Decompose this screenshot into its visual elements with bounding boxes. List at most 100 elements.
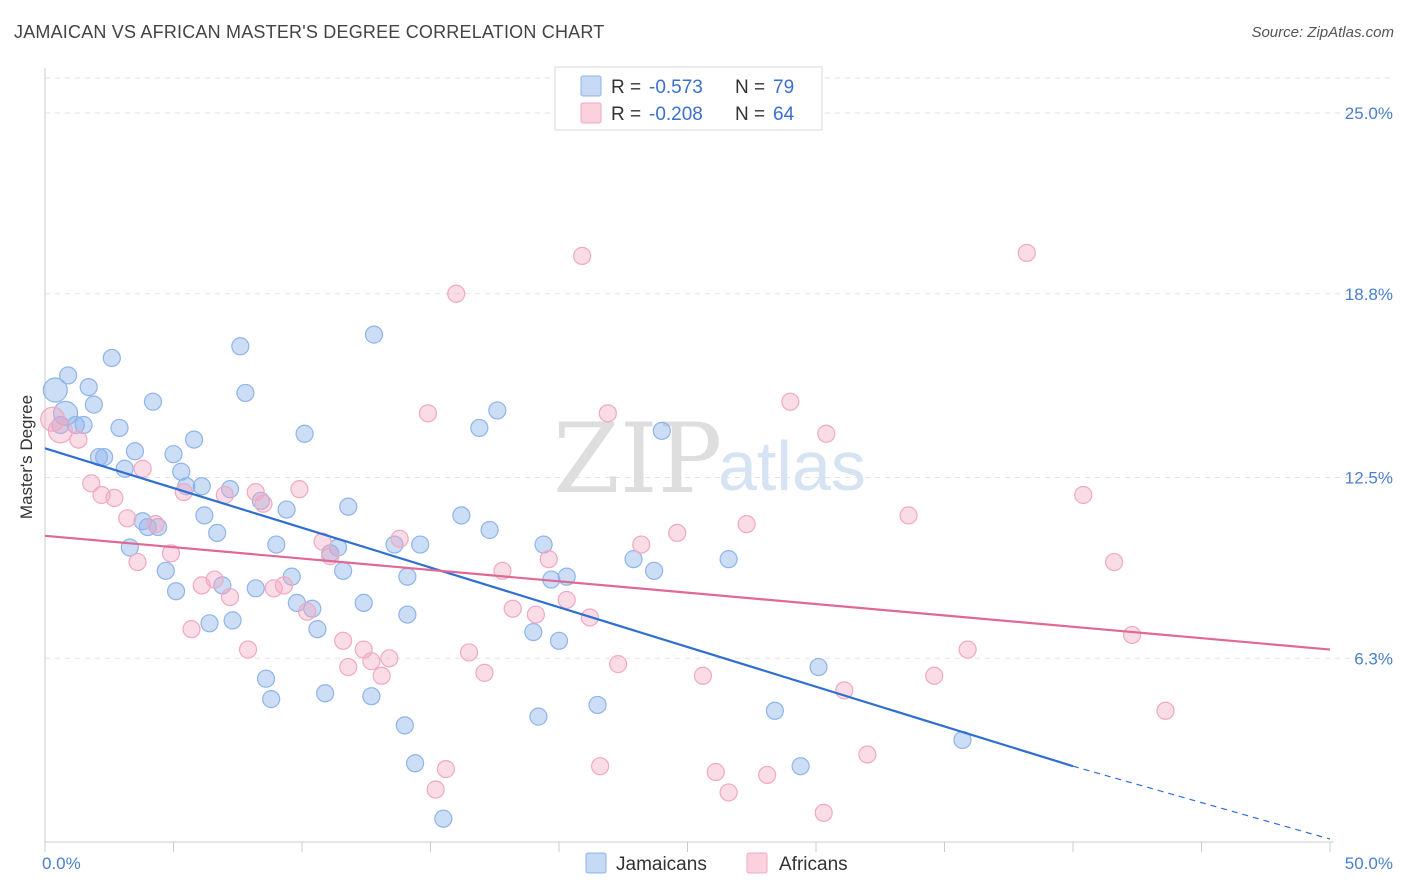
jamaicans-point-31	[223, 611, 242, 630]
jamaicans-point-55	[405, 754, 425, 773]
jamaicans-point-70	[624, 550, 643, 569]
jamaicans-point-3	[59, 366, 78, 385]
legend-swatch-pink	[580, 102, 602, 124]
africans-point-29	[362, 652, 381, 671]
legend-r-label-1: R =	[611, 77, 641, 98]
africans-point-47	[598, 404, 617, 423]
legend-r-label-2: R =	[611, 104, 641, 125]
jamaicans-point-43	[303, 599, 322, 618]
africans-point-1	[47, 418, 74, 444]
jamaicans-point-58	[434, 809, 453, 828]
africans-point-46	[591, 757, 610, 776]
jamaicans-point-64	[529, 707, 548, 726]
jamaicans-point-33	[236, 383, 255, 403]
jamaicans-point-27	[200, 614, 219, 633]
africans-point-40	[503, 599, 522, 618]
legend-item-jamaicans: Jamaicans	[616, 854, 707, 875]
jamaicans-trend-extension	[1072, 765, 1331, 840]
chart-title: JAMAICAN VS AFRICAN MASTER'S DEGREE CORR…	[14, 22, 605, 42]
jamaicans-point-14	[125, 442, 145, 461]
y-tick-label-3: 25.0%	[1345, 104, 1393, 123]
jamaicans-point-20	[164, 445, 183, 464]
legend-item-africans: Africans	[779, 854, 848, 875]
jamaicans-trend-line	[44, 447, 1074, 768]
legend-n-label-1: N =	[735, 77, 765, 98]
jamaicans-point-21	[166, 582, 186, 601]
x-tick-label-1: 50.0%	[1345, 854, 1393, 873]
jamaicans-point-49	[339, 497, 358, 516]
x-tick-label-0: 0.0%	[42, 854, 81, 873]
africans-point-7	[128, 552, 147, 572]
jamaicans-point-35	[251, 491, 270, 510]
africans-point-10	[161, 544, 181, 563]
africans-point-56	[781, 392, 800, 411]
jamaicans-point-75	[791, 757, 810, 776]
jamaicans-point-12	[115, 459, 134, 478]
jamaicans-point-17	[143, 392, 163, 411]
jamaicans-point-74	[765, 701, 784, 720]
africans-point-35	[436, 759, 456, 779]
stats-legend: R = -0.573 N = 79 R = -0.208 N = 64	[554, 66, 823, 131]
jamaicans-point-73	[719, 550, 738, 569]
africans-point-15	[215, 485, 234, 505]
legend-n-label-2: N =	[735, 104, 765, 125]
africans-point-22	[290, 480, 309, 499]
africans-point-55	[758, 765, 777, 785]
y-tick-label-0: 6.3%	[1354, 649, 1393, 668]
africans-point-63	[958, 640, 977, 659]
jamaicans-point-30	[220, 480, 240, 499]
africans-point-42	[539, 550, 558, 569]
africans-point-32	[390, 529, 409, 548]
source-label: Source: ZipAtlas.com	[1251, 24, 1394, 41]
africans-point-27	[339, 657, 358, 677]
africans-point-66	[1105, 552, 1124, 572]
africans-point-34	[426, 780, 445, 799]
jamaicans-point-38	[267, 535, 286, 554]
jamaicans-point-11	[110, 418, 129, 438]
legend-r-value-2: -0.208	[649, 104, 703, 125]
watermark-zip: ZIP	[553, 403, 722, 515]
africans-point-50	[668, 523, 687, 543]
africans-point-68	[1156, 701, 1175, 720]
jamaicans-point-10	[102, 348, 121, 368]
grid-lines	[45, 77, 1392, 659]
africans-point-36	[447, 284, 466, 303]
jamaicans-point-56	[411, 535, 430, 554]
jamaicans-point-45	[316, 684, 335, 703]
africans-point-51	[693, 666, 713, 685]
africans-point-17	[238, 640, 258, 659]
jamaicans-point-51	[362, 687, 381, 706]
axes	[44, 68, 1334, 852]
africans-point-49	[632, 535, 651, 554]
africans-point-52	[706, 762, 725, 782]
jamaicans-point-4	[66, 415, 85, 435]
africans-point-61	[899, 506, 918, 525]
africans-point-53	[719, 783, 738, 802]
jamaicans-point-71	[644, 561, 664, 580]
africans-point-19	[254, 494, 273, 513]
jamaicans-point-19	[156, 561, 175, 580]
jamaicans-point-0	[42, 377, 68, 403]
legend-swatch-blue	[580, 75, 602, 97]
africans-point-14	[205, 570, 224, 589]
jamaicans-point-24	[184, 430, 204, 449]
watermark: ZIP atlas	[553, 403, 866, 515]
jamaicans-point-52	[364, 325, 384, 344]
trend-lines	[44, 447, 1331, 840]
jamaicans-point-6	[79, 377, 98, 397]
africans-point-54	[737, 515, 756, 534]
africans-point-20	[264, 579, 283, 598]
africans-point-58	[817, 424, 836, 443]
jamaicans-point-7	[84, 395, 103, 414]
jamaicans-point-44	[308, 620, 327, 639]
africans-point-33	[418, 404, 438, 423]
watermark-atlas: atlas	[718, 427, 866, 505]
africans-point-37	[459, 643, 479, 662]
africans-point-2	[69, 430, 88, 449]
africans-point-64	[1017, 243, 1036, 263]
africans-point-30	[372, 666, 391, 685]
africans-points	[40, 243, 1175, 822]
jamaicans-point-9	[95, 447, 114, 467]
africans-point-31	[380, 649, 399, 668]
